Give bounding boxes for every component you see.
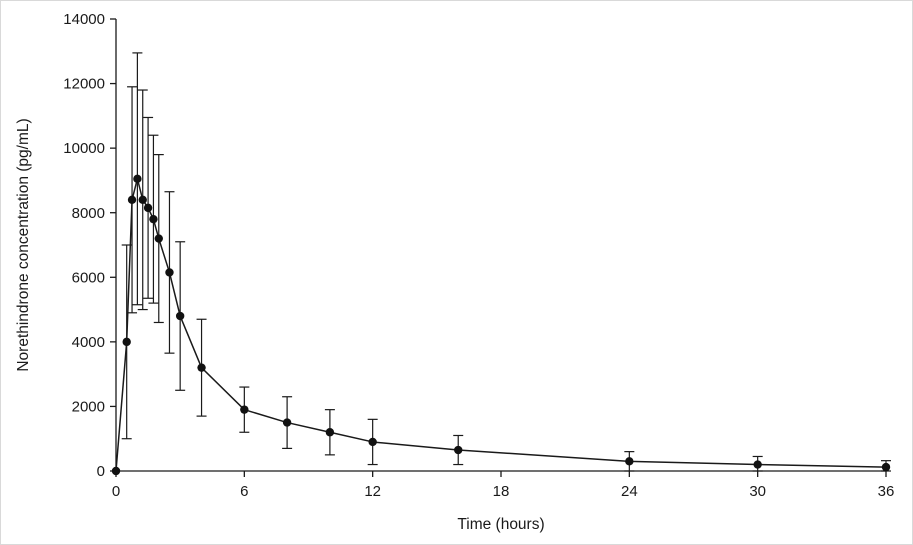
data-point-marker xyxy=(111,466,121,476)
data-point-marker xyxy=(753,460,762,469)
x-tick-label: 36 xyxy=(878,483,895,500)
x-axis-title: Time (hours) xyxy=(457,516,544,533)
series-line xyxy=(115,178,887,472)
data-point-marker xyxy=(625,457,634,466)
x-tick-label: 18 xyxy=(493,483,510,500)
data-point-marker xyxy=(149,214,158,224)
data-point-marker xyxy=(197,363,206,372)
y-tick-label: 14000 xyxy=(63,11,105,28)
data-point-marker xyxy=(454,445,463,455)
data-point-marker xyxy=(143,203,153,213)
y-tick-label: 4000 xyxy=(72,334,105,351)
y-axis-title: Norethindrone concentration (pg/mL) xyxy=(15,118,32,371)
x-tick-label: 0 xyxy=(112,483,120,500)
data-point-marker xyxy=(282,418,292,427)
data-point-marker xyxy=(122,337,131,347)
data-point-marker xyxy=(154,234,163,243)
y-tick-label: 10000 xyxy=(63,140,105,157)
y-tick-label: 6000 xyxy=(72,269,105,286)
x-tick-label: 12 xyxy=(364,483,381,500)
data-point-marker xyxy=(325,428,335,437)
data-point-marker xyxy=(881,462,891,472)
y-tick-label: 0 xyxy=(97,463,105,480)
data-point-marker xyxy=(127,195,137,204)
data-point-marker xyxy=(368,437,377,447)
data-point-marker xyxy=(133,174,142,184)
data-point-marker xyxy=(240,405,249,414)
y-tick-label: 2000 xyxy=(72,399,105,416)
data-point-marker xyxy=(165,268,174,277)
x-tick-label: 30 xyxy=(749,483,766,500)
data-point-marker xyxy=(138,195,147,204)
data-point-marker xyxy=(175,311,185,321)
x-tick-label: 24 xyxy=(621,483,638,500)
y-tick-label: 8000 xyxy=(72,205,105,222)
y-tick-label: 12000 xyxy=(63,76,105,93)
x-tick-label: 6 xyxy=(240,483,248,500)
